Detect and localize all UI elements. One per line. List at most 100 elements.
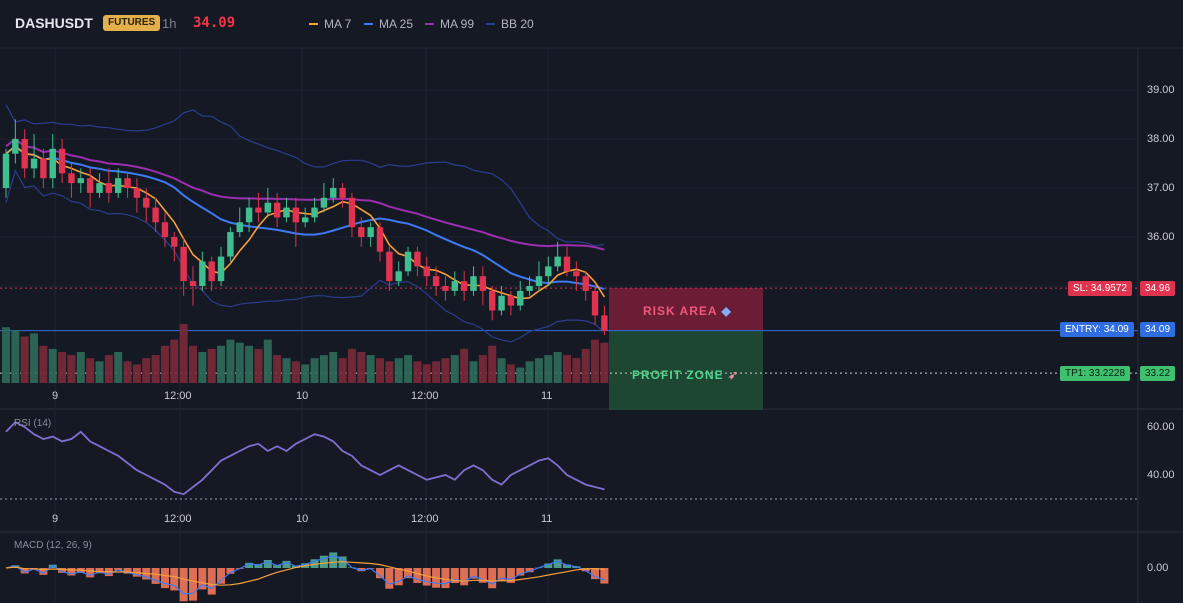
volume-bar — [2, 327, 10, 383]
macd-histogram-bar — [553, 559, 562, 568]
macd-histogram-bar — [544, 563, 553, 568]
volume-bar — [263, 339, 272, 383]
candle-body — [460, 281, 468, 291]
entry-price-label: 34.09 — [1140, 322, 1176, 337]
macd-histogram-bar — [95, 568, 104, 574]
macd-histogram-bar — [114, 568, 123, 571]
volume-bar — [282, 358, 291, 383]
macd-histogram-bar — [310, 559, 319, 568]
rsi-line — [5, 421, 605, 496]
candle-body — [432, 276, 440, 286]
rsi-title[interactable]: RSI (14) — [14, 418, 52, 429]
candle-body — [498, 295, 505, 311]
macd-histogram-bar — [198, 568, 207, 590]
volume-bar — [488, 345, 497, 383]
macd-histogram-bar — [497, 568, 506, 582]
sl-tag[interactable]: SL: 34.9572 — [1068, 281, 1132, 296]
volume-bar — [413, 361, 422, 383]
volume-bar — [11, 330, 20, 383]
candle-body — [21, 139, 28, 169]
macd-histogram-bar — [48, 564, 57, 568]
risk-area-label: RISK AREA ◆ — [643, 304, 732, 318]
candle-body — [451, 281, 458, 291]
legend-ma7[interactable]: MA 7 — [309, 17, 351, 31]
macd-histogram-bar — [478, 568, 487, 583]
candle-body — [601, 315, 608, 331]
candle-body — [171, 237, 178, 247]
macd-histogram-bar — [385, 568, 394, 589]
legend-bb20[interactable]: BB 20 — [486, 17, 534, 31]
macd-histogram-bar — [273, 564, 282, 568]
volume-bar — [441, 358, 450, 383]
candle-body — [124, 178, 131, 188]
volume-bar — [366, 355, 375, 383]
candle-body — [517, 290, 524, 306]
risk-area-zone — [609, 288, 763, 331]
candle-body — [161, 222, 169, 237]
candle-body — [591, 290, 599, 316]
candle-body — [395, 271, 402, 282]
legend-ma25[interactable]: MA 25 — [364, 17, 413, 31]
rsi-tick: 60.00 — [1147, 421, 1175, 433]
volume-bar — [591, 339, 600, 383]
candle-body — [227, 232, 234, 257]
volume-bar — [179, 324, 188, 383]
legend-label: BB 20 — [501, 17, 534, 31]
volume-bar — [534, 358, 543, 383]
candle-body — [573, 271, 580, 277]
volume-bar — [30, 333, 39, 383]
time-tick: 10 — [296, 513, 309, 525]
time-tick: 9 — [52, 390, 59, 402]
volume-bar — [376, 358, 384, 383]
entry-tag[interactable]: ENTRY: 34.09 — [1060, 322, 1134, 337]
candle-body — [49, 148, 56, 179]
candle-body — [376, 227, 384, 252]
macd-title[interactable]: MACD (12, 26, 9) — [14, 540, 92, 551]
macd-histogram-bar — [488, 568, 497, 589]
volume-bar — [516, 367, 525, 383]
macd-histogram-bar — [160, 568, 169, 589]
bb-lower-line — [5, 169, 605, 343]
symbol-name[interactable]: DASHUSDT — [15, 15, 93, 31]
legend-ma99[interactable]: MA 99 — [425, 17, 474, 31]
bollinger-bands — [5, 104, 605, 343]
bb20-swatch-icon — [486, 23, 495, 25]
ma99-swatch-icon — [425, 23, 434, 25]
price-tick: 37.00 — [1147, 182, 1175, 194]
volume-bar — [600, 342, 609, 383]
volume-bar — [338, 358, 347, 383]
bb-upper-line — [5, 104, 605, 247]
risk-area-text: RISK AREA — [643, 304, 718, 318]
candle-body — [330, 188, 337, 198]
time-tick: 12:00 — [164, 513, 192, 525]
volume-bar — [198, 352, 207, 383]
candle-body — [292, 207, 300, 223]
price-tick: 36.00 — [1147, 231, 1175, 243]
candle-body — [423, 266, 430, 277]
ma25-line — [5, 145, 605, 290]
volume-bar — [245, 345, 254, 383]
candle-body — [105, 183, 113, 193]
tp-tag[interactable]: TP1: 33.2228 — [1060, 366, 1131, 381]
volume-bar — [422, 364, 431, 383]
macd-histogram-bar — [319, 555, 328, 568]
volume-bar — [357, 352, 366, 383]
time-tick: 12:00 — [411, 390, 439, 402]
volume-bar — [572, 358, 581, 383]
macd-histogram-bar — [20, 568, 29, 574]
shield-icon: ◆ — [721, 304, 732, 318]
volume-bar — [506, 364, 515, 383]
candle-body — [143, 197, 150, 208]
macd-histogram-bar — [179, 568, 188, 602]
legend-label: MA 99 — [440, 17, 475, 31]
macd-histogram-bar — [357, 568, 366, 572]
volume-bar — [20, 336, 29, 383]
macd-histogram-bar — [39, 568, 48, 575]
timeframe-label[interactable]: 1h — [162, 16, 177, 31]
volume-bar — [207, 348, 216, 383]
volume-bar — [217, 345, 226, 383]
chart-header: DASHUSDT FUTURES 1h 34.09 MA 7 MA 25 MA … — [0, 0, 1183, 48]
candle-body — [386, 251, 393, 282]
candle-body — [2, 153, 10, 188]
